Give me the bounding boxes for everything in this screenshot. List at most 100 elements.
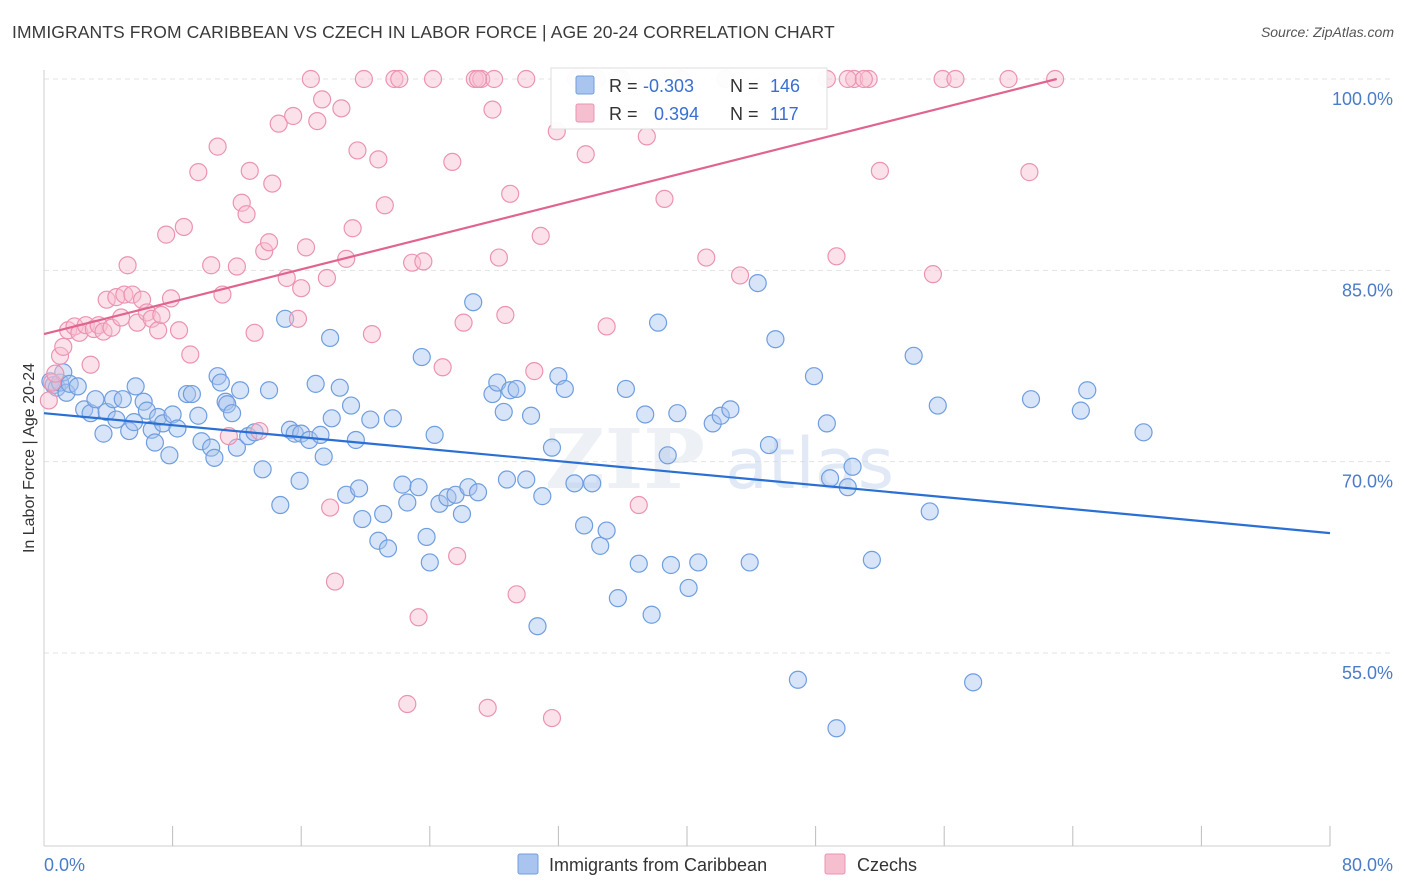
czech-point	[423, 69, 443, 89]
czech-point	[263, 174, 282, 193]
czech-point	[169, 321, 189, 340]
caribbean-point	[311, 425, 330, 444]
czech-point	[489, 248, 509, 267]
caribbean-point	[820, 469, 840, 488]
y-tick-label: 100.0%	[1332, 89, 1393, 109]
caribbean-point	[591, 536, 610, 555]
czech-point	[414, 252, 433, 271]
legend-blue-r-value: -0.303	[643, 76, 694, 96]
caribbean-point	[904, 346, 923, 365]
caribbean-point	[374, 504, 393, 524]
czech-point	[321, 498, 340, 517]
czech-point	[433, 358, 452, 377]
watermark-zip: ZIP	[545, 412, 705, 508]
caribbean-point	[341, 396, 361, 415]
caribbean-point	[843, 457, 862, 476]
caribbean-point	[827, 719, 846, 738]
czech-point	[354, 69, 373, 89]
caribbean-point	[648, 313, 668, 332]
caribbean-point	[168, 419, 187, 438]
caribbean-point	[494, 402, 513, 422]
caribbean-point	[271, 495, 290, 515]
caribbean-point	[321, 328, 340, 348]
caribbean-point	[211, 373, 230, 392]
caribbean-point	[330, 378, 349, 397]
czech-trend-line	[43, 77, 1057, 336]
caribbean-point	[629, 554, 648, 573]
legend-blue-r-label: R =	[609, 76, 638, 96]
czech-point	[332, 99, 351, 118]
caribbean-point	[528, 617, 547, 636]
caribbean-point	[920, 502, 939, 521]
czech-point	[870, 161, 890, 180]
czech-point	[531, 226, 550, 245]
czech-point	[496, 305, 515, 325]
czech-point	[46, 364, 65, 383]
czech-point	[637, 127, 656, 146]
caribbean-point	[417, 527, 436, 547]
legend-pink-r-value: 0.394	[654, 104, 699, 124]
y-axis-label: In Labor Force | Age 20-24	[21, 363, 38, 553]
czech-point	[152, 305, 171, 325]
czech-point	[227, 257, 246, 276]
czech-point	[507, 585, 526, 604]
caribbean-point	[189, 406, 208, 425]
caribbean-point	[231, 381, 250, 400]
czech-point	[390, 69, 409, 89]
czech-point	[284, 106, 303, 126]
caribbean-point	[104, 390, 123, 409]
caribbean-point	[658, 446, 677, 465]
caribbean-point	[361, 410, 380, 429]
legend-blue-n-label: N =	[730, 76, 759, 96]
czech-point	[312, 90, 332, 109]
x-tick-label: 0.0%	[44, 855, 85, 875]
czech-point	[485, 69, 504, 89]
czech-point	[39, 391, 58, 410]
czech-point	[838, 69, 857, 89]
czech-point	[317, 268, 337, 288]
czech-point	[933, 69, 952, 89]
czech-point	[542, 708, 562, 728]
caribbean-point	[689, 553, 708, 572]
caribbean-point	[346, 430, 365, 450]
caribbean-point	[276, 309, 295, 328]
caribbean-point	[636, 405, 655, 424]
czech-point	[854, 69, 873, 89]
series-legend: Immigrants from Caribbean Czechs	[517, 853, 917, 875]
caribbean-point	[661, 555, 681, 575]
caribbean-point	[383, 409, 402, 428]
caribbean-point	[862, 550, 881, 569]
caribbean-point	[160, 446, 179, 465]
czech-point	[189, 163, 208, 182]
czech-point	[443, 152, 462, 172]
czech-point	[827, 247, 846, 266]
caribbean-point	[398, 493, 417, 512]
czech-point	[375, 196, 394, 215]
czech-point	[409, 608, 428, 627]
caribbean-point	[253, 460, 272, 479]
caribbean-point	[642, 605, 661, 624]
czech-point	[142, 309, 161, 328]
czech-point	[250, 421, 269, 441]
czech-point	[845, 69, 864, 89]
caribbean-point	[369, 531, 388, 550]
czech-point	[269, 114, 288, 133]
czech-point	[1020, 163, 1039, 182]
points-layer	[39, 69, 1153, 738]
czech-point	[237, 205, 256, 224]
czech-point	[202, 256, 221, 275]
czech-point	[576, 145, 595, 164]
caribbean-point	[126, 377, 145, 396]
czech-point	[308, 111, 327, 131]
caribbean-point	[306, 374, 325, 393]
czech-point	[629, 495, 648, 515]
caribbean-point	[290, 471, 309, 490]
czech-point	[174, 217, 193, 237]
czech-point	[208, 137, 227, 156]
axis-layer: 100.0% 85.0% 70.0% 55.0% 0.0% 80.0%	[43, 70, 1393, 875]
caribbean-point	[222, 404, 242, 423]
caribbean-point	[740, 553, 759, 572]
caribbean-point	[748, 273, 767, 293]
czech-point	[448, 546, 467, 566]
czech-point	[255, 242, 274, 261]
